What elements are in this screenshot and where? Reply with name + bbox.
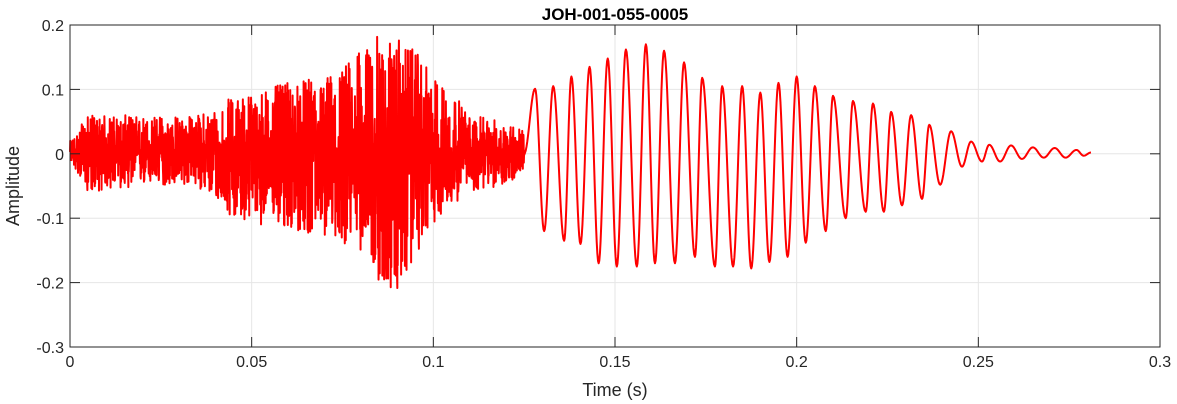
x-tick-label: 0.2 <box>786 354 808 371</box>
x-tick-label: 0 <box>66 354 75 371</box>
y-tick-labels: -0.3 -0.2 -0.1 0 0.1 0.2 <box>36 18 64 357</box>
tick-marks <box>69 24 1161 348</box>
chart-title: JOH-001-055-0005 <box>542 5 688 24</box>
series-amplitude <box>69 35 1092 290</box>
x-tick-label: 0.05 <box>236 354 267 371</box>
x-tick-label: 0.25 <box>963 354 994 371</box>
x-tick-label: 0.1 <box>422 354 444 371</box>
x-tick-labels: 0 0.05 0.1 0.15 0.2 0.25 0.3 <box>66 354 1172 371</box>
y-tick-label: -0.1 <box>36 211 64 228</box>
y-axis-label: Amplitude <box>3 146 23 226</box>
y-tick-label: 0 <box>55 147 64 164</box>
x-axis-label: Time (s) <box>582 380 647 400</box>
y-tick-label: -0.3 <box>36 340 64 357</box>
x-tick-label: 0.15 <box>599 354 630 371</box>
y-tick-label: 0.2 <box>42 18 64 35</box>
y-tick-label: 0.1 <box>42 82 64 99</box>
y-tick-label: -0.2 <box>36 276 64 293</box>
x-tick-label: 0.3 <box>1149 354 1171 371</box>
series-line <box>69 35 1092 290</box>
